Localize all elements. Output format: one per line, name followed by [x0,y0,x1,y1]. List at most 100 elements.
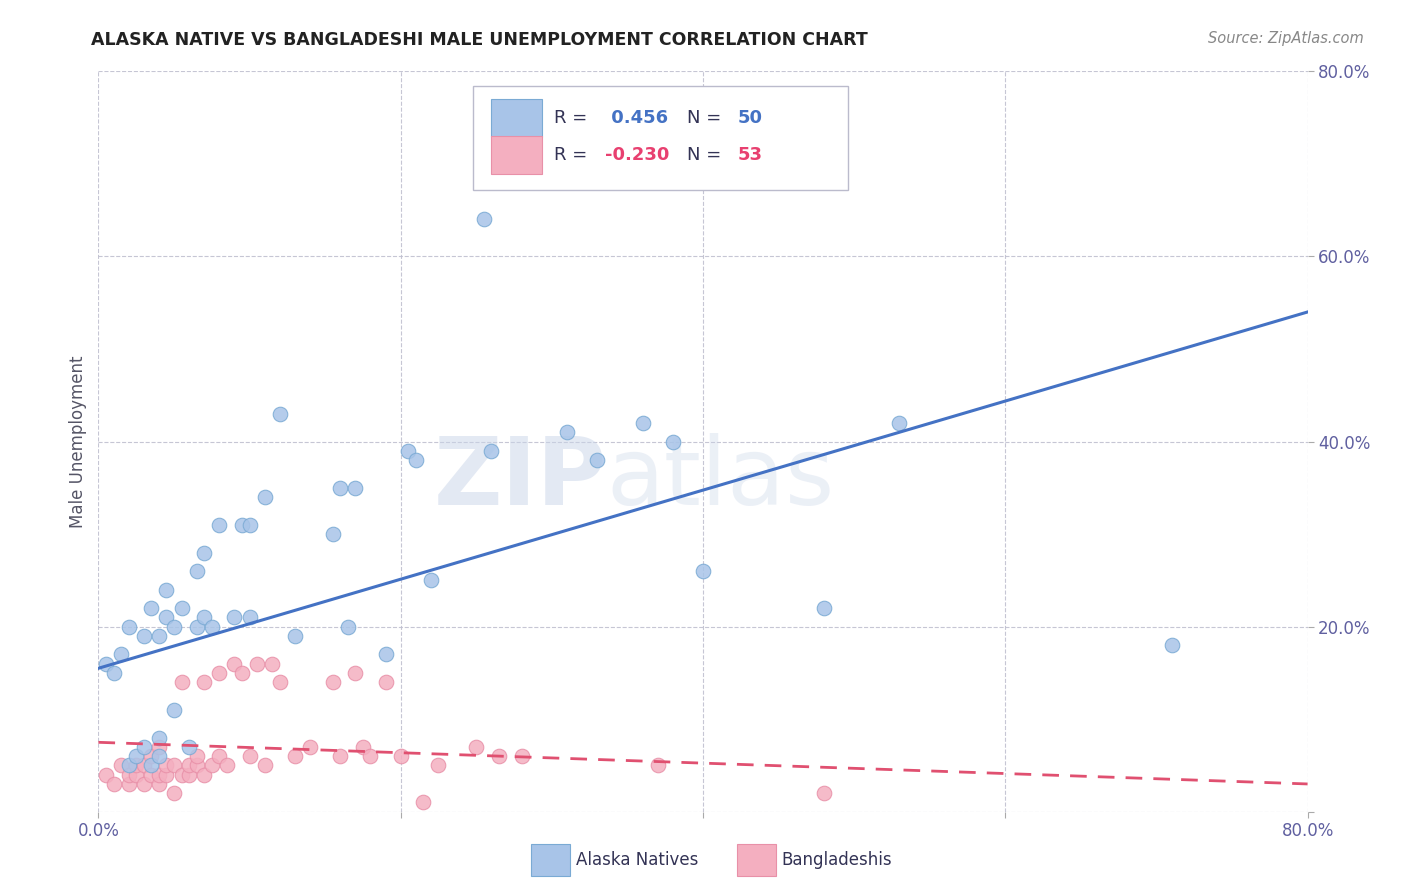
Point [215,758,238,772]
Point [405,453,427,467]
Text: R =: R = [554,109,588,127]
Point [488,749,510,764]
Text: 50: 50 [738,109,763,127]
Point [661,434,683,449]
Text: Bangladeshis: Bangladeshis [782,851,893,869]
Point [889,416,911,430]
Point [118,767,141,781]
Point [239,610,262,624]
Point [148,739,170,754]
Point [269,675,291,690]
Point [141,767,163,781]
Point [322,527,344,541]
Point [148,749,170,764]
Point [110,758,132,772]
FancyBboxPatch shape [737,844,776,876]
Text: 0.456: 0.456 [605,109,668,127]
Text: Alaska Natives: Alaska Natives [576,851,699,869]
Point [224,657,246,671]
Point [813,786,835,800]
Point [299,739,322,754]
Text: ALASKA NATIVE VS BANGLADESHI MALE UNEMPLOYMENT CORRELATION CHART: ALASKA NATIVE VS BANGLADESHI MALE UNEMPL… [91,31,868,49]
Text: ZIP: ZIP [433,433,606,524]
Point [420,574,443,588]
Point [374,648,396,662]
Point [132,739,155,754]
Point [231,665,253,680]
Point [193,610,215,624]
Point [412,796,434,810]
Point [269,407,291,421]
Point [472,212,495,227]
Point [141,601,163,615]
Point [224,610,246,624]
Point [155,610,177,624]
Point [163,786,186,800]
Point [118,619,141,633]
Point [148,767,170,781]
Point [141,758,163,772]
Point [186,619,208,633]
Point [155,582,177,597]
Point [110,648,132,662]
Point [132,777,155,791]
Point [344,481,367,495]
Point [647,758,669,772]
Text: 53: 53 [738,146,763,164]
Point [692,564,714,578]
Point [141,749,163,764]
Point [481,443,503,458]
Point [329,749,352,764]
Point [193,675,215,690]
Point [555,425,578,440]
Point [170,675,193,690]
Point [374,675,396,690]
Text: Source: ZipAtlas.com: Source: ZipAtlas.com [1208,31,1364,46]
Point [262,657,284,671]
Point [389,749,412,764]
Point [155,767,177,781]
Point [246,657,269,671]
Point [94,657,117,671]
Point [239,749,262,764]
Point [396,443,419,458]
Point [284,629,307,643]
Point [148,777,170,791]
Point [329,481,352,495]
Point [193,545,215,560]
Point [125,749,148,764]
Point [155,758,177,772]
Point [239,517,262,532]
Point [148,731,170,745]
Point [118,777,141,791]
Point [186,749,208,764]
Point [132,629,155,643]
Point [360,749,382,764]
Point [208,665,231,680]
Point [631,416,654,430]
Point [94,767,117,781]
Y-axis label: Male Unemployment: Male Unemployment [69,355,87,528]
Point [322,675,344,690]
Point [125,758,148,772]
Text: N =: N = [688,109,721,127]
Text: atlas: atlas [606,433,835,524]
Point [813,601,835,615]
FancyBboxPatch shape [531,844,569,876]
Point [118,758,141,772]
Point [1160,638,1182,652]
Point [148,629,170,643]
Text: N =: N = [688,146,721,164]
Point [201,619,224,633]
Point [344,665,367,680]
Point [103,665,125,680]
Point [163,619,186,633]
Point [179,767,201,781]
Point [201,758,224,772]
Point [163,703,186,717]
Point [465,739,488,754]
Point [186,564,208,578]
FancyBboxPatch shape [492,99,543,137]
Point [125,767,148,781]
Point [586,453,609,467]
